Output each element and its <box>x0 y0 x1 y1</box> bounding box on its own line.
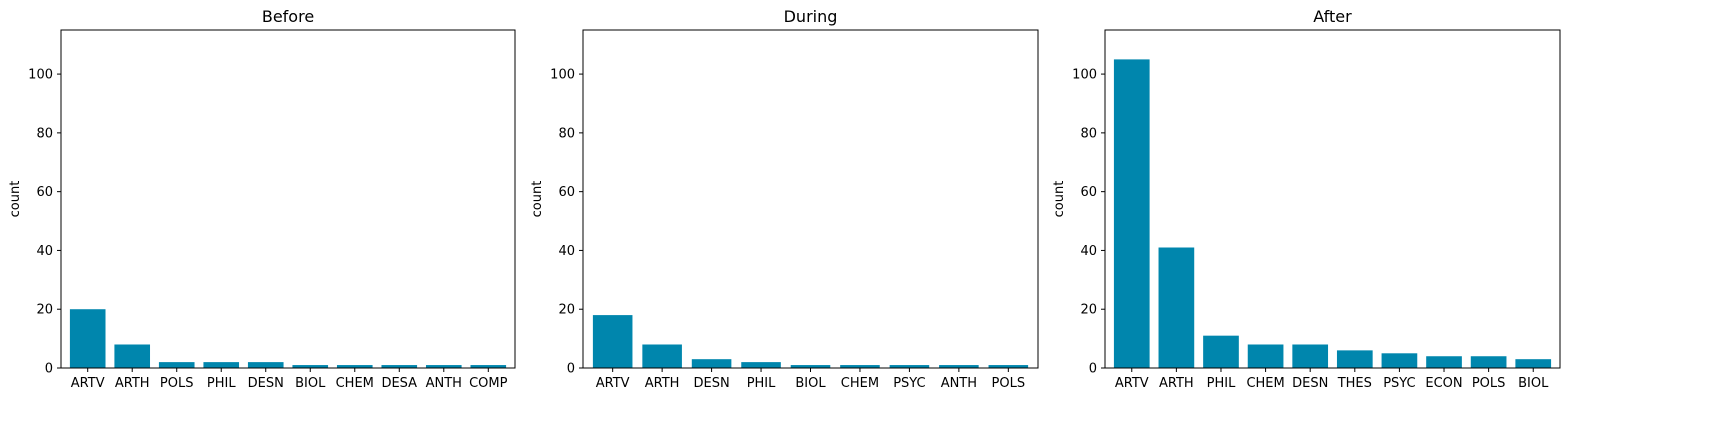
x-tick-label-desa: DESA <box>381 376 417 391</box>
bar-phil <box>203 362 240 368</box>
bar-psyc <box>1381 353 1418 368</box>
bar-arth <box>642 344 682 368</box>
bar-biol <box>1515 359 1552 368</box>
y-tick-label: 20 <box>558 303 575 318</box>
chart-title: After <box>1313 7 1352 26</box>
bar-thes <box>1336 350 1373 368</box>
bar-pols <box>988 365 1029 368</box>
x-tick-label-pols: POLS <box>160 376 194 391</box>
bar-arth <box>1158 247 1195 368</box>
plot-frame <box>582 29 1039 369</box>
bar-desa <box>381 365 418 368</box>
y-tick-label: 20 <box>1080 303 1097 318</box>
y-tick-label: 60 <box>558 185 575 200</box>
x-tick-label-artv: ARTV <box>596 376 630 391</box>
x-tick-label-phil: PHIL <box>207 376 236 391</box>
y-tick-label: 0 <box>567 362 575 377</box>
bar-artv <box>1113 59 1150 368</box>
y-tick-label: 80 <box>558 126 575 141</box>
plot-frame <box>60 29 516 369</box>
y-tick-label: 80 <box>1080 126 1097 141</box>
x-tick-label-desn: DESN <box>248 376 284 391</box>
y-axis-label: count <box>1052 181 1067 218</box>
chart-title: During <box>784 7 838 26</box>
y-tick-label: 60 <box>36 185 53 200</box>
bar-biol <box>790 365 831 368</box>
bar-chem <box>1247 344 1284 368</box>
x-tick-label-biol: BIOL <box>1518 376 1549 391</box>
chart-panel-during: 0 20 40 60 80 100 ARTV ARTH DESN PHIL BIOL CHEM PSYC… <box>530 7 1039 391</box>
x-tick-label-anth: ANTH <box>941 376 977 391</box>
bar-comp <box>470 365 507 368</box>
chart-panel-before: 0 20 40 60 80 100 ARTV ARTH POLS PHIL DESN BIOL CHEM… <box>8 7 516 391</box>
bar-pols <box>158 362 195 368</box>
bar-arth <box>114 344 151 368</box>
bar-desn <box>247 362 284 368</box>
x-tick-label-desn: DESN <box>693 376 729 391</box>
bar-artv <box>592 315 633 368</box>
x-tick-label-chem: CHEM <box>1246 376 1284 391</box>
x-tick-label-psyc: PSYC <box>893 376 925 391</box>
x-tick-label-chem: CHEM <box>841 376 879 391</box>
x-tick-label-pols: POLS <box>1472 376 1506 391</box>
y-axis-label: count <box>530 181 545 218</box>
x-tick-label-arth: ARTH <box>1159 376 1194 391</box>
bar-biol <box>292 365 329 368</box>
bar-desn <box>691 359 732 368</box>
bar-desn <box>1292 344 1329 368</box>
y-tick-label: 40 <box>558 244 575 259</box>
bar-artv <box>69 309 106 368</box>
bar-phil <box>741 362 781 368</box>
x-tick-label-arth: ARTH <box>115 376 150 391</box>
y-tick-label: 40 <box>1080 244 1097 259</box>
x-tick-label-biol: BIOL <box>295 376 326 391</box>
y-tick-label: 0 <box>45 362 53 377</box>
y-tick-label: 60 <box>1080 185 1097 200</box>
bar-anth <box>425 365 462 368</box>
y-axis-label: count <box>8 181 23 218</box>
y-tick-label: 40 <box>36 244 53 259</box>
bar-pols <box>1470 356 1507 368</box>
x-tick-label-arth: ARTH <box>645 376 680 391</box>
plot-frame <box>1104 29 1561 369</box>
x-tick-label-artv: ARTV <box>71 376 105 391</box>
bar-econ <box>1426 356 1462 368</box>
y-tick-label: 100 <box>28 68 53 83</box>
y-tick-label: 80 <box>36 126 53 141</box>
chart-panel-after: 0 20 40 60 80 100 ARTV ARTH PHIL CHEM DESN THES PSYC… <box>1052 7 1561 391</box>
x-tick-label-phil: PHIL <box>747 376 776 391</box>
bar-chem <box>336 365 373 368</box>
chart-title: Before <box>262 7 314 26</box>
x-tick-label-econ: ECON <box>1425 376 1462 391</box>
x-tick-label-anth: ANTH <box>426 376 462 391</box>
bar-phil <box>1203 335 1239 368</box>
x-tick-label-comp: COMP <box>469 376 508 391</box>
y-tick-label: 20 <box>36 303 53 318</box>
x-tick-label-artv: ARTV <box>1115 376 1149 391</box>
bar-chem <box>840 365 880 368</box>
bar-anth <box>939 365 979 368</box>
x-tick-label-pols: POLS <box>992 376 1026 391</box>
x-tick-label-phil: PHIL <box>1207 376 1236 391</box>
y-tick-label: 0 <box>1089 362 1097 377</box>
x-tick-label-thes: THES <box>1337 376 1372 391</box>
x-tick-label-psyc: PSYC <box>1383 376 1415 391</box>
x-tick-label-biol: BIOL <box>795 376 826 391</box>
x-tick-label-chem: CHEM <box>336 376 374 391</box>
y-tick-label: 100 <box>1072 68 1097 83</box>
x-tick-label-desn: DESN <box>1292 376 1328 391</box>
bar-psyc <box>889 365 930 368</box>
y-tick-label: 100 <box>550 68 575 83</box>
